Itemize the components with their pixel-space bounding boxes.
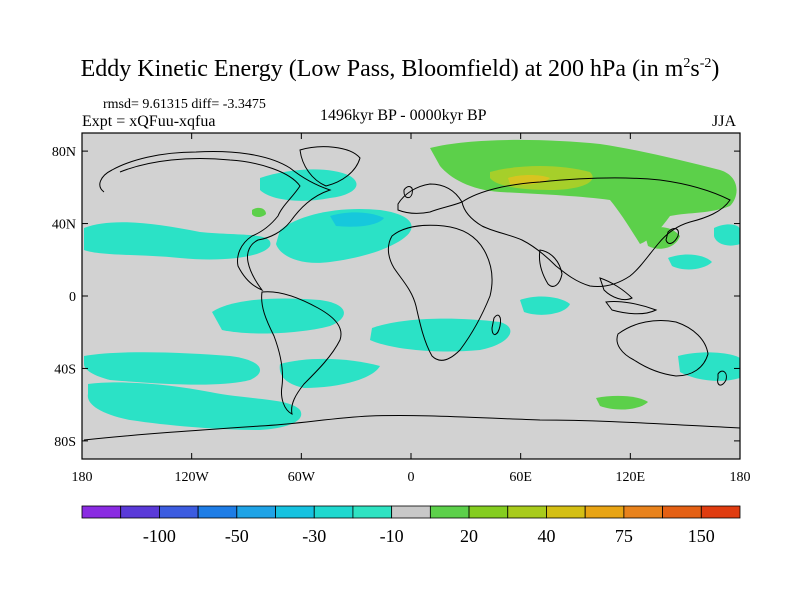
- lon-label: 0: [408, 470, 415, 485]
- coast-uk: [403, 186, 413, 199]
- anomaly-neg-indian: [520, 296, 570, 315]
- coast-new-zealand: [717, 370, 727, 386]
- plot-title: Eddy Kinetic Energy (Low Pass, Bloomfiel…: [0, 56, 800, 83]
- anomaly-pos-greatlakes: [252, 207, 266, 217]
- lon-label: 60E: [509, 470, 532, 485]
- lat-label: 80N: [52, 145, 76, 160]
- lat-label: 40N: [52, 218, 76, 233]
- lon-label: 180: [730, 470, 751, 485]
- colorbar-swatch: [313, 505, 354, 519]
- lon-label: 120E: [616, 470, 646, 485]
- coast-asia: [461, 177, 731, 287]
- colorbar-label: -10: [380, 526, 404, 546]
- lon-label: 60W: [288, 470, 316, 485]
- anomaly-pos-siberia: [430, 139, 737, 244]
- title-unit-s: s: [690, 56, 700, 82]
- axis-ticks: 80N 40N 0 40S 80S 180 120W 60W 0 60E 120E 180: [52, 133, 751, 485]
- title-sup-2: -2: [699, 56, 712, 71]
- colorbar-swatch: [197, 505, 238, 519]
- anomaly-neg-samerica: [279, 358, 380, 388]
- anomaly-neg-npacific-east: [668, 254, 712, 270]
- lon-label: 120W: [175, 470, 210, 485]
- lat-label: 40S: [54, 362, 76, 377]
- colorbar-swatch: [623, 505, 663, 519]
- anomaly-pos-indian-south: [596, 395, 648, 410]
- colorbar-swatch: [236, 505, 276, 519]
- anomaly-neg-southern: [87, 382, 302, 430]
- period-label: 1496kyr BP - 0000kyr BP: [320, 107, 487, 124]
- colorbar-swatch: [584, 505, 625, 519]
- anomaly-neg-spacific: [84, 352, 261, 385]
- colorbar-swatch: [120, 505, 160, 519]
- colorbar-label: -30: [302, 526, 326, 546]
- coast-south-america: [261, 291, 342, 415]
- colorbar-label: -100: [143, 526, 176, 546]
- colorbar-label: 20: [460, 526, 478, 546]
- anomaly-neg-natlantic-core: [330, 212, 384, 227]
- experiment-label: Expt = xQFuu-xqfua: [82, 113, 216, 130]
- coastlines: [83, 146, 740, 441]
- coast-australia: [616, 320, 709, 377]
- coast-japan: [665, 228, 679, 244]
- coast-se-asia: [599, 277, 633, 301]
- coast-antarctica: [83, 414, 740, 441]
- colorbar-label: 75: [615, 526, 633, 546]
- colorbar-swatch: [662, 505, 702, 519]
- anomaly-neg-swpacific: [678, 352, 740, 381]
- colorbar: -100 -50 -30 -10 20 40 75 150: [81, 505, 741, 546]
- coast-greenland: [299, 146, 361, 187]
- colorbar-swatch: [352, 505, 393, 519]
- title-close: ): [711, 56, 720, 82]
- lat-label: 0: [69, 290, 76, 305]
- colorbar-swatch: [159, 505, 199, 519]
- colorbar-label: 40: [537, 526, 555, 546]
- lon-label: 180: [72, 470, 93, 485]
- colorbar-swatch: [275, 505, 315, 519]
- colorbar-swatch: [546, 505, 586, 519]
- stats-label: rmsd= 9.61315 diff= -3.3475: [103, 97, 266, 112]
- anomaly-neg-epacific: [212, 298, 344, 334]
- anomaly-neg-wpacific: [714, 224, 740, 246]
- colorbar-swatch: [507, 505, 547, 519]
- anomaly-neg-npacific: [84, 222, 271, 260]
- title-text: Eddy Kinetic Energy (Low Pass, Bloomfiel…: [80, 56, 684, 82]
- colorbar-label: 150: [688, 526, 715, 546]
- coast-north-america: [99, 151, 332, 292]
- anomaly-neg-canada: [260, 169, 357, 201]
- colorbar-swatch: [391, 505, 431, 519]
- coast-india: [539, 249, 563, 287]
- colorbar-swatch: [429, 505, 470, 519]
- colorbar-swatch: [700, 505, 741, 519]
- colorbar-swatch: [81, 505, 122, 519]
- colorbar-label: -50: [225, 526, 249, 546]
- title-sup-1: 2: [683, 56, 691, 71]
- coast-indonesia: [605, 301, 658, 315]
- lat-label: 80S: [54, 435, 76, 450]
- season-label: JJA: [712, 113, 737, 130]
- coast-africa: [387, 224, 493, 361]
- coast-madagascar: [491, 314, 501, 335]
- colorbar-swatch: [468, 505, 509, 519]
